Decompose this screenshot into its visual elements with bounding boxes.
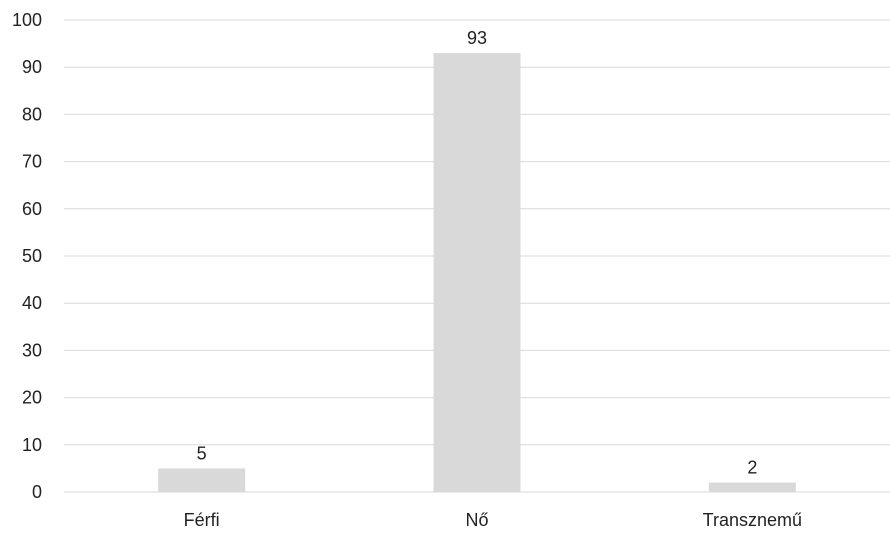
data-label: 5: [197, 443, 207, 463]
y-tick-label: 80: [22, 104, 42, 124]
y-tick-label: 10: [22, 435, 42, 455]
y-tick-label: 20: [22, 388, 42, 408]
data-labels: 5 93 2: [197, 28, 758, 478]
y-tick-label: 90: [22, 57, 42, 77]
y-tick-label: 50: [22, 246, 42, 266]
y-axis-tick-labels: 0 10 20 30 40 50 60 70 80 90 100: [12, 10, 42, 502]
y-tick-label: 100: [12, 10, 42, 30]
y-tick-label: 0: [32, 482, 42, 502]
y-tick-label: 40: [22, 293, 42, 313]
x-category-label: Férfi: [184, 510, 220, 530]
bar: [708, 482, 796, 492]
y-tick-label: 60: [22, 199, 42, 219]
bar: [158, 468, 246, 492]
x-category-label: Nő: [465, 510, 488, 530]
x-category-label: Transznemű: [703, 510, 802, 530]
data-label: 2: [747, 458, 757, 478]
bars: [158, 53, 796, 492]
x-axis-category-labels: Férfi Nő Transznemű: [184, 510, 802, 530]
data-label: 93: [467, 28, 487, 48]
y-tick-label: 30: [22, 340, 42, 360]
y-tick-label: 70: [22, 152, 42, 172]
bar: [433, 53, 521, 492]
